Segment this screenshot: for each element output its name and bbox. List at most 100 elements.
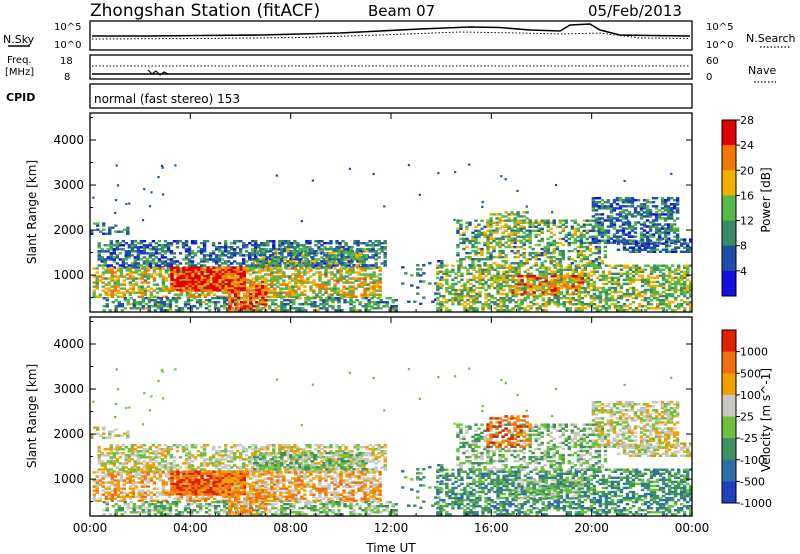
- data-cell: [161, 279, 166, 282]
- data-cell: [416, 286, 420, 289]
- data-cell: [283, 307, 287, 310]
- data-cell: [505, 266, 509, 269]
- data-cell: [364, 296, 368, 300]
- data-cell: [625, 298, 630, 302]
- data-cell: [631, 300, 636, 304]
- data-cell: [261, 290, 265, 294]
- data-cell: [116, 291, 120, 294]
- data-cell: [451, 282, 455, 286]
- data-cell: [477, 229, 481, 233]
- data-cell: [156, 303, 161, 306]
- data-cell: [112, 266, 116, 269]
- data-cell: [314, 239, 318, 243]
- data-cell: [165, 298, 170, 302]
- data-cell: [564, 221, 568, 224]
- data-cell: [236, 272, 240, 276]
- data-cell: [544, 293, 548, 296]
- data-cell: [170, 268, 174, 271]
- data-cell: [682, 286, 687, 290]
- data-cell: [492, 247, 496, 251]
- data-cell: [119, 291, 124, 294]
- data-cell: [319, 298, 323, 302]
- data-cell: [627, 213, 632, 216]
- data-cell: [472, 309, 476, 312]
- data-cell: [544, 270, 548, 274]
- data-cell: [522, 247, 526, 251]
- data-cell: [304, 303, 308, 306]
- data-cell: [534, 229, 538, 233]
- data-cell: [558, 249, 562, 253]
- data-cell: [675, 217, 680, 220]
- data-cell: [212, 272, 216, 276]
- data-cell: [526, 268, 530, 271]
- data-cell: [148, 248, 153, 251]
- data-cell: [206, 276, 210, 280]
- data-cell: [287, 252, 291, 255]
- data-cell: [594, 225, 599, 228]
- data-cell: [357, 267, 361, 270]
- data-cell: [492, 229, 496, 233]
- data-cell: [631, 286, 636, 290]
- data-cell: [607, 264, 612, 267]
- data-cell: [660, 201, 665, 204]
- data-cell: [588, 235, 593, 239]
- data-cell: [592, 284, 597, 288]
- data-cell: [486, 221, 490, 224]
- data-cell: [615, 203, 620, 206]
- data-cell: [163, 246, 168, 249]
- data-cell: [197, 282, 201, 286]
- data-cell: [137, 277, 142, 280]
- data-cell: [176, 293, 181, 296]
- data-cell: [214, 258, 219, 261]
- data-cell: [685, 272, 690, 276]
- data-cell: [510, 227, 514, 231]
- data-cell: [616, 240, 621, 243]
- data-cell: [472, 284, 476, 288]
- data-cell: [236, 298, 241, 302]
- data-cell: [504, 178, 507, 181]
- data-cell: [523, 298, 527, 302]
- data-cell: [346, 300, 350, 304]
- data-cell: [594, 213, 599, 216]
- data-cell: [130, 266, 135, 269]
- data-cell: [592, 303, 597, 306]
- data-cell: [489, 245, 493, 249]
- data-cell: [565, 266, 569, 269]
- data-cell: [353, 241, 357, 245]
- data-cell: [676, 246, 681, 249]
- data-cell: [336, 281, 340, 284]
- data-cell: [351, 267, 355, 270]
- data-cell: [553, 270, 557, 274]
- data-cell: [153, 305, 158, 308]
- data-cell: [600, 262, 605, 265]
- data-cell: [513, 241, 517, 245]
- data-cell: [514, 294, 518, 298]
- data-cell: [445, 309, 449, 312]
- data-cell: [218, 272, 222, 276]
- data-cell: [102, 305, 106, 308]
- data-cell: [160, 244, 165, 247]
- data-cell: [609, 205, 614, 208]
- data-cell: [201, 300, 206, 304]
- data-cell: [654, 229, 659, 232]
- data-cell: [218, 278, 222, 282]
- data-cell: [294, 285, 298, 288]
- data-cell: [152, 271, 157, 274]
- data-cell: [594, 245, 599, 249]
- data-cell: [618, 207, 623, 210]
- data-cell: [315, 293, 319, 296]
- data-cell: [206, 266, 210, 269]
- data-cell: [173, 273, 178, 276]
- data-cell: [657, 229, 662, 232]
- data-cell: [352, 309, 356, 312]
- data-cell: [254, 241, 258, 245]
- data-cell: [595, 307, 600, 310]
- data-cell: [227, 309, 232, 312]
- data-cell: [370, 307, 374, 310]
- data-cell: [501, 255, 505, 259]
- data-cell: [304, 296, 308, 300]
- data-cell: [202, 248, 207, 251]
- data-cell: [642, 198, 647, 202]
- data-cell: [374, 250, 378, 253]
- data-cell: [283, 249, 287, 253]
